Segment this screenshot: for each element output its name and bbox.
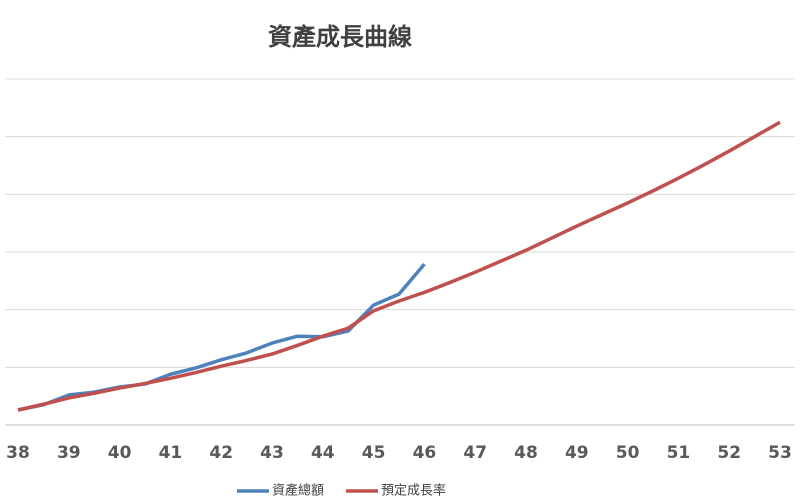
- x-tick-label: 43: [260, 443, 284, 463]
- x-tick-label: 42: [209, 443, 233, 463]
- x-tick-label: 39: [57, 443, 81, 463]
- chart-title: 資產成長曲線: [268, 23, 412, 51]
- x-tick-label: 52: [717, 443, 741, 463]
- x-tick-label: 45: [362, 443, 386, 463]
- x-tick-label: 48: [514, 443, 538, 463]
- x-tick-label: 49: [565, 443, 589, 463]
- series-line: [17, 262, 426, 412]
- x-tick-label: 47: [463, 443, 487, 463]
- x-tick-label: 41: [159, 443, 183, 463]
- x-tick-label: 44: [311, 443, 335, 463]
- x-tick-label: 46: [413, 443, 437, 463]
- x-tick-label: 51: [667, 443, 691, 463]
- x-tick-label: 50: [616, 443, 640, 463]
- x-tick-label: 53: [768, 443, 792, 463]
- x-tick-label: 38: [6, 443, 30, 463]
- legend-label: 預定成長率: [381, 483, 446, 499]
- x-tick-label: 40: [108, 443, 132, 463]
- legend-label: 資產總額: [272, 483, 324, 499]
- series-line: [17, 120, 781, 412]
